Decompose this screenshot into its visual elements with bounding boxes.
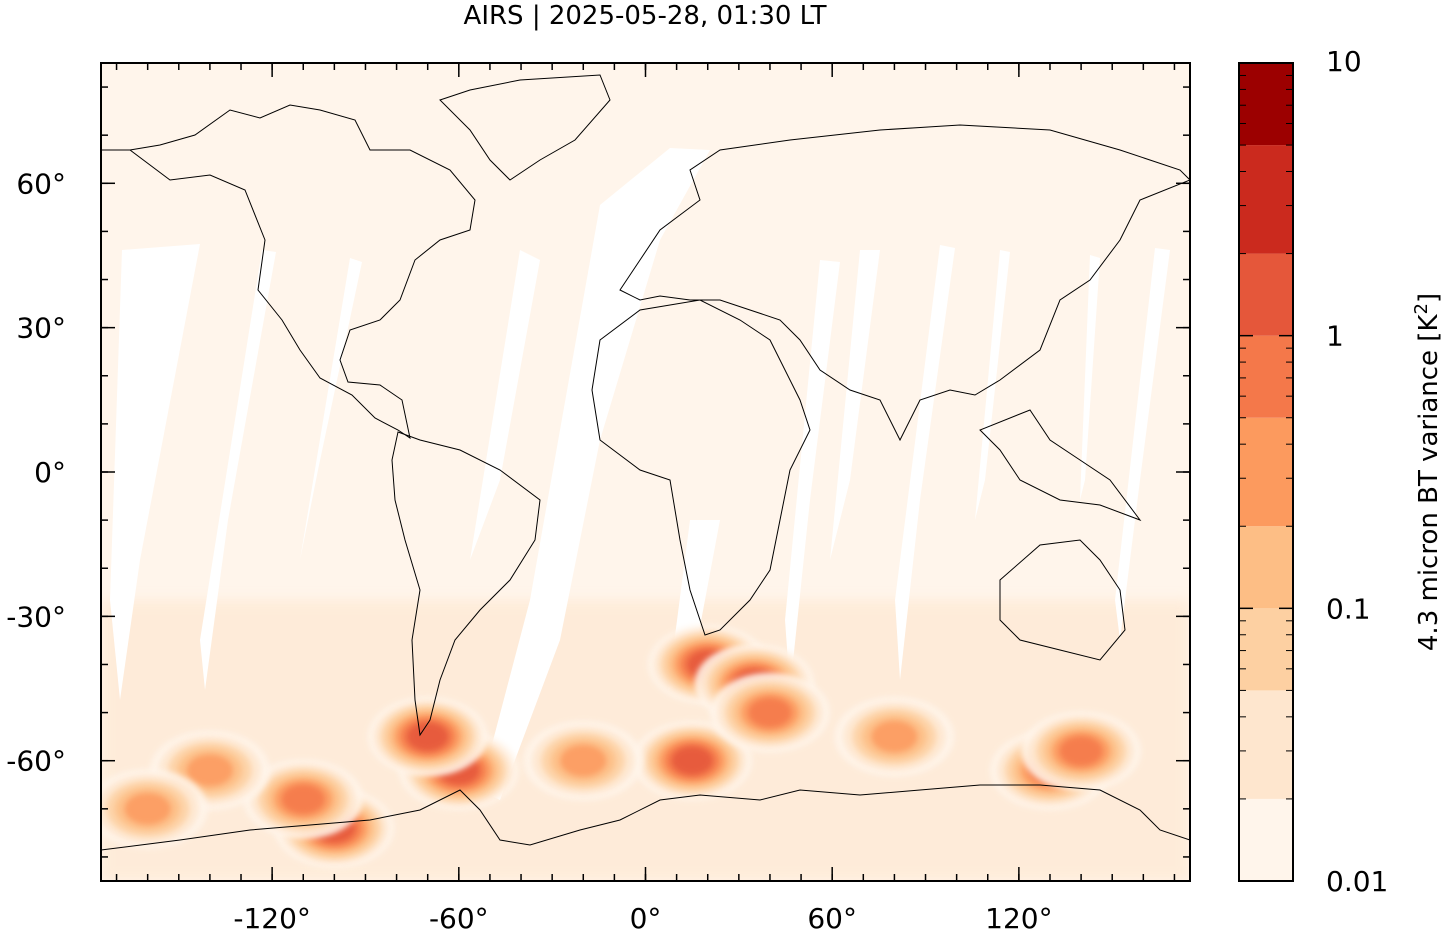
map-area (101, 63, 1190, 881)
swath-gap (200, 250, 276, 690)
coast-north-america (101, 104, 476, 440)
coast-antarctica (101, 784, 1190, 851)
colorbar-level (1239, 145, 1293, 254)
map-minor-ticks (101, 63, 1190, 881)
colorbar-level (1239, 417, 1293, 527)
colorbar-tick-label: 0.01 (1326, 865, 1388, 898)
colorbar-level (1239, 335, 1293, 418)
swath-gap (480, 148, 710, 800)
hotspot-blob (281, 784, 325, 815)
colorbar-label-end: ] (1414, 293, 1442, 303)
x-tick-label: -120° (233, 902, 311, 930)
swath-gap (110, 244, 200, 700)
coast-southeast-asia (979, 409, 1142, 522)
y-tick-label: 60° (16, 167, 66, 200)
coast-africa (591, 299, 811, 636)
x-tick-label: -60° (429, 902, 489, 930)
hotspot-blob (871, 720, 918, 753)
colorbar-tick-label: 0.1 (1326, 592, 1371, 625)
colorbar-label: 4.3 micron BT variance [K2] (1411, 293, 1442, 651)
colorbar: 10 1 0.1 0.01 4.3 micron BT variance [K2] (1238, 45, 1442, 898)
swath-gap (470, 250, 540, 560)
y-tick-label: 30° (16, 312, 66, 345)
coast-europe-asia (619, 124, 1190, 442)
swath-gap (895, 245, 955, 680)
hotspot-blob (407, 722, 449, 751)
hotspot-blob (560, 744, 607, 777)
y-tick-label: -60° (6, 745, 66, 778)
swath-gap (830, 250, 880, 560)
x-axis: -120° -60° 0° 60° 120° (233, 63, 1053, 930)
swath-gap (1080, 255, 1100, 500)
x-tick-label: 0° (630, 902, 662, 930)
chart-title: AIRS | 2025-05-28, 01:30 LT (464, 1, 827, 31)
y-tick-label: -30° (6, 600, 66, 633)
colorbar-ticks: 10 1 0.1 0.01 (1239, 45, 1388, 898)
coastlines (101, 74, 1190, 851)
x-tick-label: 120° (985, 902, 1052, 930)
y-axis: 60° 30° 0° -30° -60° (6, 167, 1190, 778)
colorbar-level (1239, 63, 1293, 146)
hotspot-blob (748, 697, 792, 728)
colorbar-levels (1239, 63, 1293, 881)
variance-hotspots (101, 624, 1142, 869)
swath-gap (785, 260, 840, 690)
coast-greenland (439, 74, 611, 181)
colorbar-label-sup: 2 (1411, 303, 1432, 314)
colorbar-level (1239, 608, 1293, 691)
colorbar-frame (1238, 62, 1294, 882)
colorbar-label-main: 4.3 micron BT variance [K (1414, 314, 1442, 652)
y-tick-label: 0° (34, 456, 66, 489)
hotspot-blob (124, 792, 171, 825)
colorbar-level (1239, 690, 1293, 799)
colorbar-tick-label: 10 (1326, 45, 1362, 78)
x-tick-label: 60° (807, 902, 857, 930)
hotspot-blob (186, 754, 234, 787)
colorbar-tick-label: 1 (1326, 320, 1344, 353)
swath-gap (1115, 248, 1170, 640)
colorbar-level (1239, 526, 1293, 609)
swath-gap (300, 258, 362, 560)
colorbar-level (1239, 798, 1293, 881)
colorbar-level (1239, 253, 1293, 336)
coast-south-america (391, 431, 541, 737)
hotspot-blob (671, 746, 713, 775)
coast-australia (999, 539, 1126, 661)
hotspot-blob (1059, 736, 1103, 767)
